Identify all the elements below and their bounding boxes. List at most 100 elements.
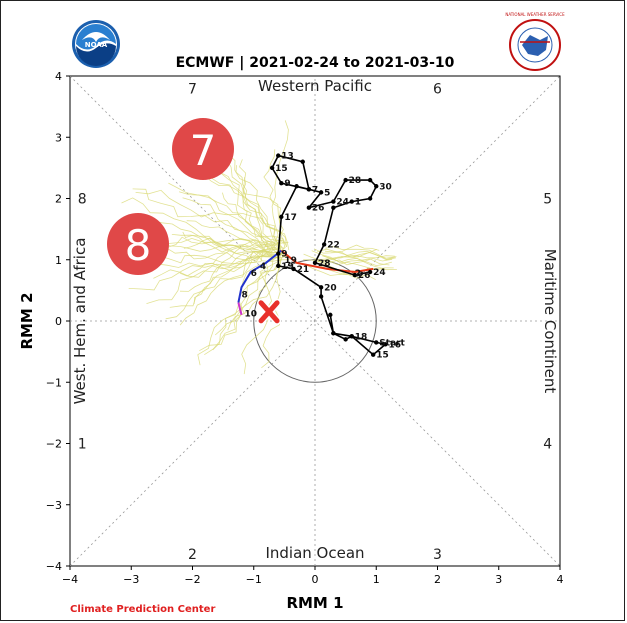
day-labels: 18Start161520211991779151352624283012228…: [241, 152, 405, 361]
ensemble-member-line: [323, 257, 393, 266]
y-tick-label: 0: [55, 315, 62, 328]
x-tick-label: 3: [495, 573, 502, 586]
ensemble-member-line: [304, 263, 376, 281]
observed-day-label: 30: [379, 182, 392, 192]
observed-day-label: 17: [284, 213, 297, 223]
observed-point: [294, 184, 299, 189]
y-tick-label: −1: [46, 376, 62, 389]
x-tick-label: 1: [373, 573, 380, 586]
ensemble-member-line: [183, 237, 273, 252]
phase-number-label: 7: [188, 81, 197, 97]
observed-point: [331, 331, 336, 336]
ensemble-member-line: [178, 191, 290, 251]
phase-guides: [70, 76, 560, 566]
observed-day-label: 24: [336, 198, 349, 208]
ensemble-member-line: [132, 188, 273, 257]
observed-day-label: 28: [349, 176, 362, 186]
x-tick-label: 0: [312, 573, 319, 586]
ensemble-member-line: [227, 246, 285, 331]
observed-point: [291, 266, 296, 272]
observed-point: [318, 190, 324, 195]
observed-point: [370, 352, 376, 357]
ensemble-member-line: [317, 248, 395, 259]
ensemble-member-line: [205, 170, 285, 257]
observed-day-label: 19: [281, 262, 294, 272]
red-x-marker: [257, 298, 282, 325]
phase-number-label: 5: [543, 192, 552, 208]
observed-point: [321, 242, 327, 247]
forecast-day-label: 2: [355, 269, 361, 279]
ensemble-member-line: [128, 250, 279, 291]
observed-day-label: 18: [355, 332, 368, 342]
forecast-blue-line: [237, 249, 282, 303]
forecast-day-label: 8: [241, 291, 247, 301]
forecast-day-label: 10: [245, 310, 258, 320]
x-tick-label: 2: [434, 573, 441, 586]
forecast-day-label: 4: [260, 262, 266, 272]
observed-day-label: Start: [379, 338, 405, 348]
x-tick-label: 4: [557, 573, 564, 586]
observed-point: [331, 205, 336, 210]
y-tick-label: 4: [55, 70, 62, 83]
observed-point: [352, 272, 358, 278]
phase-8-badge-circle: [107, 213, 169, 275]
ensemble-member-line: [314, 258, 390, 266]
ensemble-member-line: [153, 249, 273, 279]
y-tick-label: −4: [46, 560, 62, 573]
observed-point: [349, 334, 354, 339]
observed-day-label: 28: [318, 259, 331, 269]
ensemble-member-line: [179, 255, 279, 292]
region-label-bottom: Indian Ocean: [265, 544, 364, 562]
observed-day-label: 26: [312, 204, 325, 214]
phase-number-label: 2: [188, 547, 197, 563]
forecast-day-label: 6: [251, 269, 257, 279]
observed-point: [279, 180, 284, 186]
phase-number-label: 1: [78, 437, 87, 453]
observed-point: [374, 184, 379, 189]
observed-day-label: 9: [284, 179, 290, 189]
observed-point: [276, 153, 281, 158]
observed-day-label: 20: [324, 283, 337, 293]
y-axis-label: RMM 2: [18, 292, 36, 349]
observed-point: [367, 269, 373, 275]
region-label-right: Maritime Continent: [541, 249, 559, 394]
observed-day-label: 15: [275, 164, 288, 174]
observed-point: [318, 294, 324, 299]
observed-point: [349, 199, 354, 204]
observed-point: [306, 187, 312, 192]
noaa-logo-text: NOAA: [85, 41, 108, 49]
x-tick-label: −4: [62, 573, 78, 586]
region-label-top: Western Pacific: [258, 77, 372, 95]
observed-point: [276, 251, 281, 256]
nws-logo: NATIONAL WEATHER SERVICE: [505, 12, 565, 71]
chart-title: ECMWF | 2021-02-24 to 2021-03-10: [176, 55, 455, 71]
observed-day-label: 15: [376, 351, 389, 361]
observed-point: [312, 260, 318, 266]
x-tick-label: −3: [123, 573, 139, 586]
observed-point: [269, 165, 275, 171]
forecast-day-label: 19: [284, 256, 297, 266]
ensemble-member-line: [214, 256, 283, 336]
ensemble-member-line: [182, 231, 275, 247]
observed-point: [331, 199, 336, 204]
ensemble-member-line: [169, 243, 280, 308]
credit-text: Climate Prediction Center: [70, 604, 215, 615]
ensemble-member-line: [313, 244, 380, 254]
observed-point: [367, 196, 373, 201]
unit-circle: [253, 259, 377, 383]
phase-number-label: 8: [78, 192, 87, 208]
ensemble-member-line: [168, 182, 287, 247]
observed-day-label: 22: [327, 240, 340, 250]
phase-number-label: 4: [543, 437, 552, 453]
x-marker-stroke: [258, 300, 280, 324]
phase-7-badge: 7: [172, 118, 234, 180]
phase-number-label: 6: [433, 81, 442, 97]
observed-point: [328, 312, 333, 318]
y-tick-label: 1: [55, 254, 62, 267]
observed-day-label: 5: [324, 188, 330, 198]
forecast-magenta-line: [237, 302, 243, 316]
observed-point: [343, 337, 348, 342]
observed-point: [306, 205, 312, 210]
ensemble-member-line: [121, 197, 275, 255]
